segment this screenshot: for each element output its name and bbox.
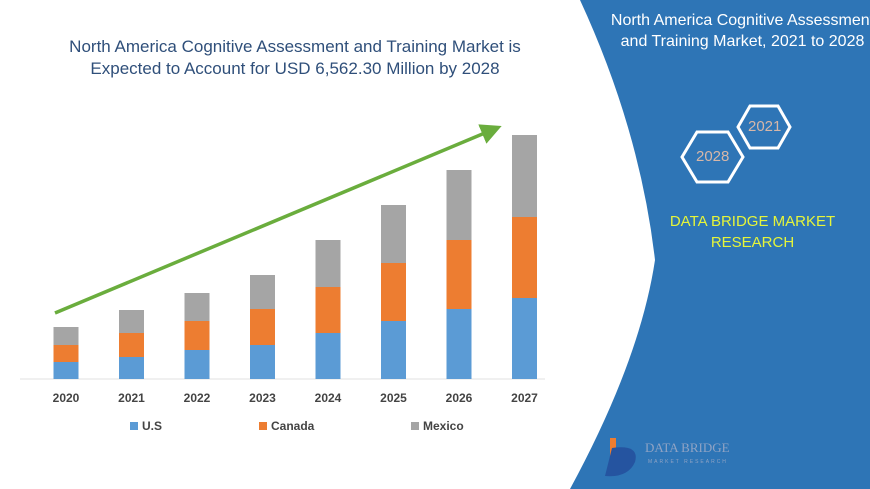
bar-us-2025 (381, 321, 406, 379)
hex-label-2021: 2021 (748, 118, 782, 135)
x-tick-label: 2022 (184, 391, 211, 405)
legend-mexico: Mexico (411, 419, 464, 433)
bar-us-2024 (315, 333, 341, 379)
legend-label-us: U.S (142, 419, 163, 433)
hexagon-2028 (680, 130, 745, 184)
bar-canada-2026 (446, 240, 472, 309)
bar-canada-2020 (53, 345, 79, 362)
bar-mexico-2027 (512, 135, 537, 217)
x-tick-label: 2024 (315, 391, 342, 405)
bar-us-2023 (250, 345, 275, 379)
bar-mexico-2021 (119, 310, 144, 333)
bar-mexico-2025 (381, 205, 406, 263)
trend-arrow (54, 124, 502, 315)
bar-us-2026 (446, 309, 472, 379)
bar-us-2020 (53, 362, 79, 379)
legend-swatch-us (130, 422, 138, 430)
panel-title: North America Cognitive Assessment and T… (610, 12, 870, 50)
bar-canada-2024 (315, 287, 341, 333)
bar-mexico-2026 (446, 170, 472, 240)
bar-canada-2025 (381, 263, 406, 321)
bar-canada-2021 (119, 333, 144, 357)
bar-canada-2027 (512, 217, 537, 298)
legend-swatch-canada (259, 422, 267, 430)
stacked-bar-chart: 2020 2021 2022 2023 2024 2025 2026 2027 (20, 124, 545, 405)
logo-subtext: MARKET RESEARCH (648, 459, 728, 465)
bar-us-2022 (184, 350, 210, 379)
x-tick-label: 2020 (53, 391, 80, 405)
bar-canada-2022 (184, 321, 210, 350)
x-tick-label: 2027 (511, 391, 538, 405)
bar-canada-2023 (250, 309, 275, 345)
bar-mexico-2023 (250, 275, 275, 309)
legend-label-mexico: Mexico (423, 419, 464, 433)
legend-label-canada: Canada (271, 419, 315, 433)
x-tick-label: 2025 (380, 391, 407, 405)
bar-us-2021 (119, 357, 144, 379)
chart-title: North America Cognitive Assessment and T… (69, 37, 521, 78)
legend-canada: Canada (259, 419, 314, 433)
bar-mexico-2020 (53, 327, 79, 345)
x-tick-label: 2021 (118, 391, 145, 405)
x-tick-label: 2023 (249, 391, 276, 405)
brand-text: DATA BRIDGE MARKET RESEARCH (669, 213, 836, 251)
legend-us: U.S (130, 419, 162, 433)
bar-us-2027 (512, 298, 537, 379)
bar-mexico-2024 (315, 240, 341, 287)
bar-mexico-2022 (184, 293, 210, 321)
legend-swatch-mexico (411, 422, 419, 430)
x-tick-label: 2026 (446, 391, 473, 405)
hexagon-2021 (736, 104, 792, 150)
logo-icon (605, 438, 636, 477)
hex-label-2028: 2028 (696, 148, 730, 165)
logo-text: DATA BRIDGE (645, 440, 730, 455)
blue-panel-shape (570, 0, 870, 489)
